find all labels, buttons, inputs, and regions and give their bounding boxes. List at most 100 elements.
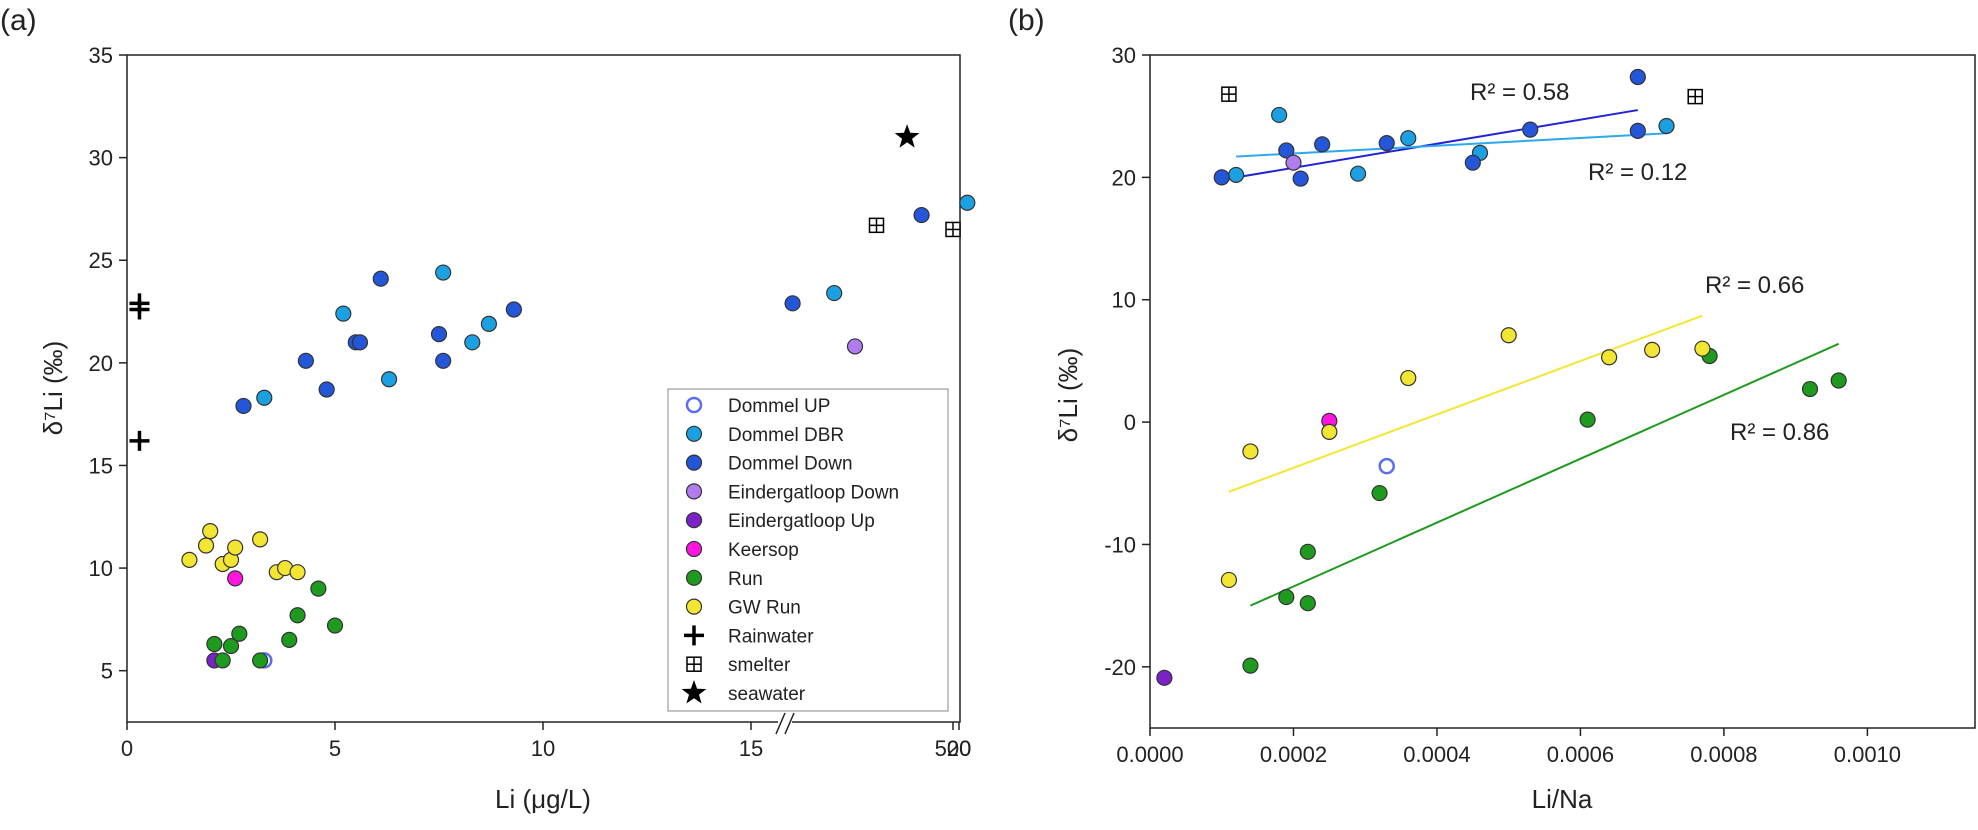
point-gw-run bbox=[1220, 571, 1238, 589]
point-run bbox=[1371, 484, 1388, 502]
point-seawater bbox=[894, 124, 920, 148]
point-run bbox=[289, 607, 306, 624]
point-dommel-down bbox=[318, 381, 335, 398]
r2-label: R² = 0.86 bbox=[1730, 419, 1829, 446]
x-tick-label: 0.0008 bbox=[1690, 742, 1757, 767]
point-dommel-down bbox=[435, 352, 452, 369]
legend: Dommel UP Dommel DBR Dommel Down Eindergatl… bbox=[667, 388, 949, 712]
point-dommel-down bbox=[1522, 121, 1539, 138]
legend-label: Eindergatloop Up bbox=[728, 511, 875, 532]
point-dommel-dbr bbox=[1349, 165, 1367, 182]
legend-label: Keersop bbox=[728, 540, 799, 561]
y-tick-label: -20 bbox=[1104, 655, 1136, 680]
x-tick-label: 5 bbox=[329, 736, 341, 761]
panel-b-label: (b) bbox=[1008, 4, 1045, 37]
point-dommel-dbr bbox=[464, 334, 481, 351]
point-dommel-down bbox=[1629, 122, 1646, 139]
legend-label: GW Run bbox=[728, 598, 801, 619]
x-tick-label: 0.0002 bbox=[1260, 742, 1327, 767]
point-smelter bbox=[1687, 88, 1703, 105]
point-keersop bbox=[227, 570, 244, 587]
point-gw-run bbox=[181, 551, 198, 568]
point-eindergatloop-down bbox=[1285, 154, 1302, 171]
point-eindergatloop-up bbox=[1156, 669, 1173, 686]
point-dommel-down bbox=[505, 301, 522, 318]
legend-marker-smelter bbox=[686, 656, 702, 672]
point-dommel-dbr bbox=[335, 305, 352, 322]
point-gw-run bbox=[1644, 341, 1661, 358]
point-dommel-dbr bbox=[480, 315, 498, 332]
fit-line-gw-run-fit bbox=[1228, 314, 1703, 493]
x-tick-label: 10 bbox=[531, 736, 555, 761]
point-run bbox=[1801, 380, 1819, 398]
x-tick-label: 0.0006 bbox=[1547, 742, 1614, 767]
legend-box bbox=[667, 388, 949, 712]
point-gw-run bbox=[289, 564, 306, 581]
point-dommel-down bbox=[1314, 136, 1331, 153]
panel-b-frame bbox=[1149, 54, 1976, 729]
legend-marker-keersop bbox=[685, 540, 703, 558]
point-dommel-down bbox=[913, 206, 930, 224]
point-dommel-dbr bbox=[1400, 130, 1417, 147]
legend-marker-run bbox=[685, 569, 703, 586]
point-run bbox=[1278, 588, 1295, 606]
y-tick-label: 15 bbox=[89, 453, 113, 478]
point-gw-run bbox=[1500, 327, 1517, 344]
panel-b-xlabel: Li/Na bbox=[1532, 784, 1593, 814]
point-dommel-down bbox=[372, 270, 389, 287]
point-dommel-down bbox=[1278, 142, 1295, 159]
panel-a-label: (a) bbox=[0, 4, 37, 37]
point-eindergatloop-down bbox=[846, 338, 864, 355]
y-tick-label: 20 bbox=[1112, 165, 1136, 190]
axis-break bbox=[775, 712, 795, 735]
point-run bbox=[281, 631, 298, 649]
y-tick-label: 20 bbox=[89, 351, 113, 376]
y-tick-label: 30 bbox=[89, 146, 113, 171]
point-gw-run bbox=[1400, 369, 1417, 387]
point-dommel-down bbox=[1378, 135, 1395, 152]
legend-label: Dommel Down bbox=[728, 454, 853, 475]
x-tick-label: 0 bbox=[121, 736, 133, 761]
point-dommel-down bbox=[351, 334, 369, 351]
point-dommel-down bbox=[1292, 170, 1309, 187]
legend-label: smelter bbox=[728, 655, 791, 676]
r2-label: R² = 0.58 bbox=[1470, 79, 1569, 106]
point-gw-run bbox=[1321, 423, 1338, 440]
legend-marker-eindergatloop-up bbox=[685, 512, 703, 529]
point-run bbox=[326, 617, 344, 634]
point-dommel-dbr bbox=[959, 194, 976, 211]
panel-b: (b) -20 -10 0 10 20 30 0.0000 0.0002 0.0004 0.00… bbox=[1008, 4, 1976, 814]
y-tick-label: 30 bbox=[1112, 43, 1136, 68]
panel-a-ylabel: δ⁷Li (‰) bbox=[38, 341, 68, 436]
legend-label: Dommel DBR bbox=[728, 425, 844, 446]
legend-label: Eindergatloop Down bbox=[728, 482, 899, 503]
fit-line-run-fit bbox=[1250, 342, 1840, 607]
point-dommel-down bbox=[297, 352, 314, 369]
y-tick-label: 10 bbox=[89, 556, 113, 581]
legend-label: Run bbox=[728, 569, 763, 590]
point-run bbox=[252, 652, 269, 669]
point-dommel-down bbox=[235, 397, 252, 415]
legend-marker-dommel-down bbox=[685, 454, 703, 471]
legend-marker-dommel-up bbox=[685, 396, 703, 414]
r2-label: R² = 0.66 bbox=[1705, 272, 1804, 299]
x-tick-label: 0.0000 bbox=[1116, 742, 1183, 767]
point-rainwater bbox=[129, 299, 150, 320]
y-tick-label: 35 bbox=[89, 43, 113, 68]
point-rainwater bbox=[129, 430, 150, 451]
x-tick-label: 15 bbox=[739, 736, 763, 761]
point-run bbox=[1830, 372, 1847, 389]
point-dommel-down bbox=[1464, 154, 1481, 171]
point-run bbox=[1579, 411, 1596, 428]
legend-marker-rainwater bbox=[684, 625, 704, 646]
point-gw-run bbox=[252, 531, 269, 548]
x-tick-label: 500 bbox=[935, 736, 972, 761]
fit-line-dommel-dbr-fit bbox=[1236, 132, 1667, 158]
point-run bbox=[206, 635, 223, 653]
point-dommel-down bbox=[1213, 169, 1230, 186]
point-dommel-dbr bbox=[380, 371, 398, 388]
point-run bbox=[1242, 657, 1259, 674]
point-run bbox=[222, 637, 240, 655]
